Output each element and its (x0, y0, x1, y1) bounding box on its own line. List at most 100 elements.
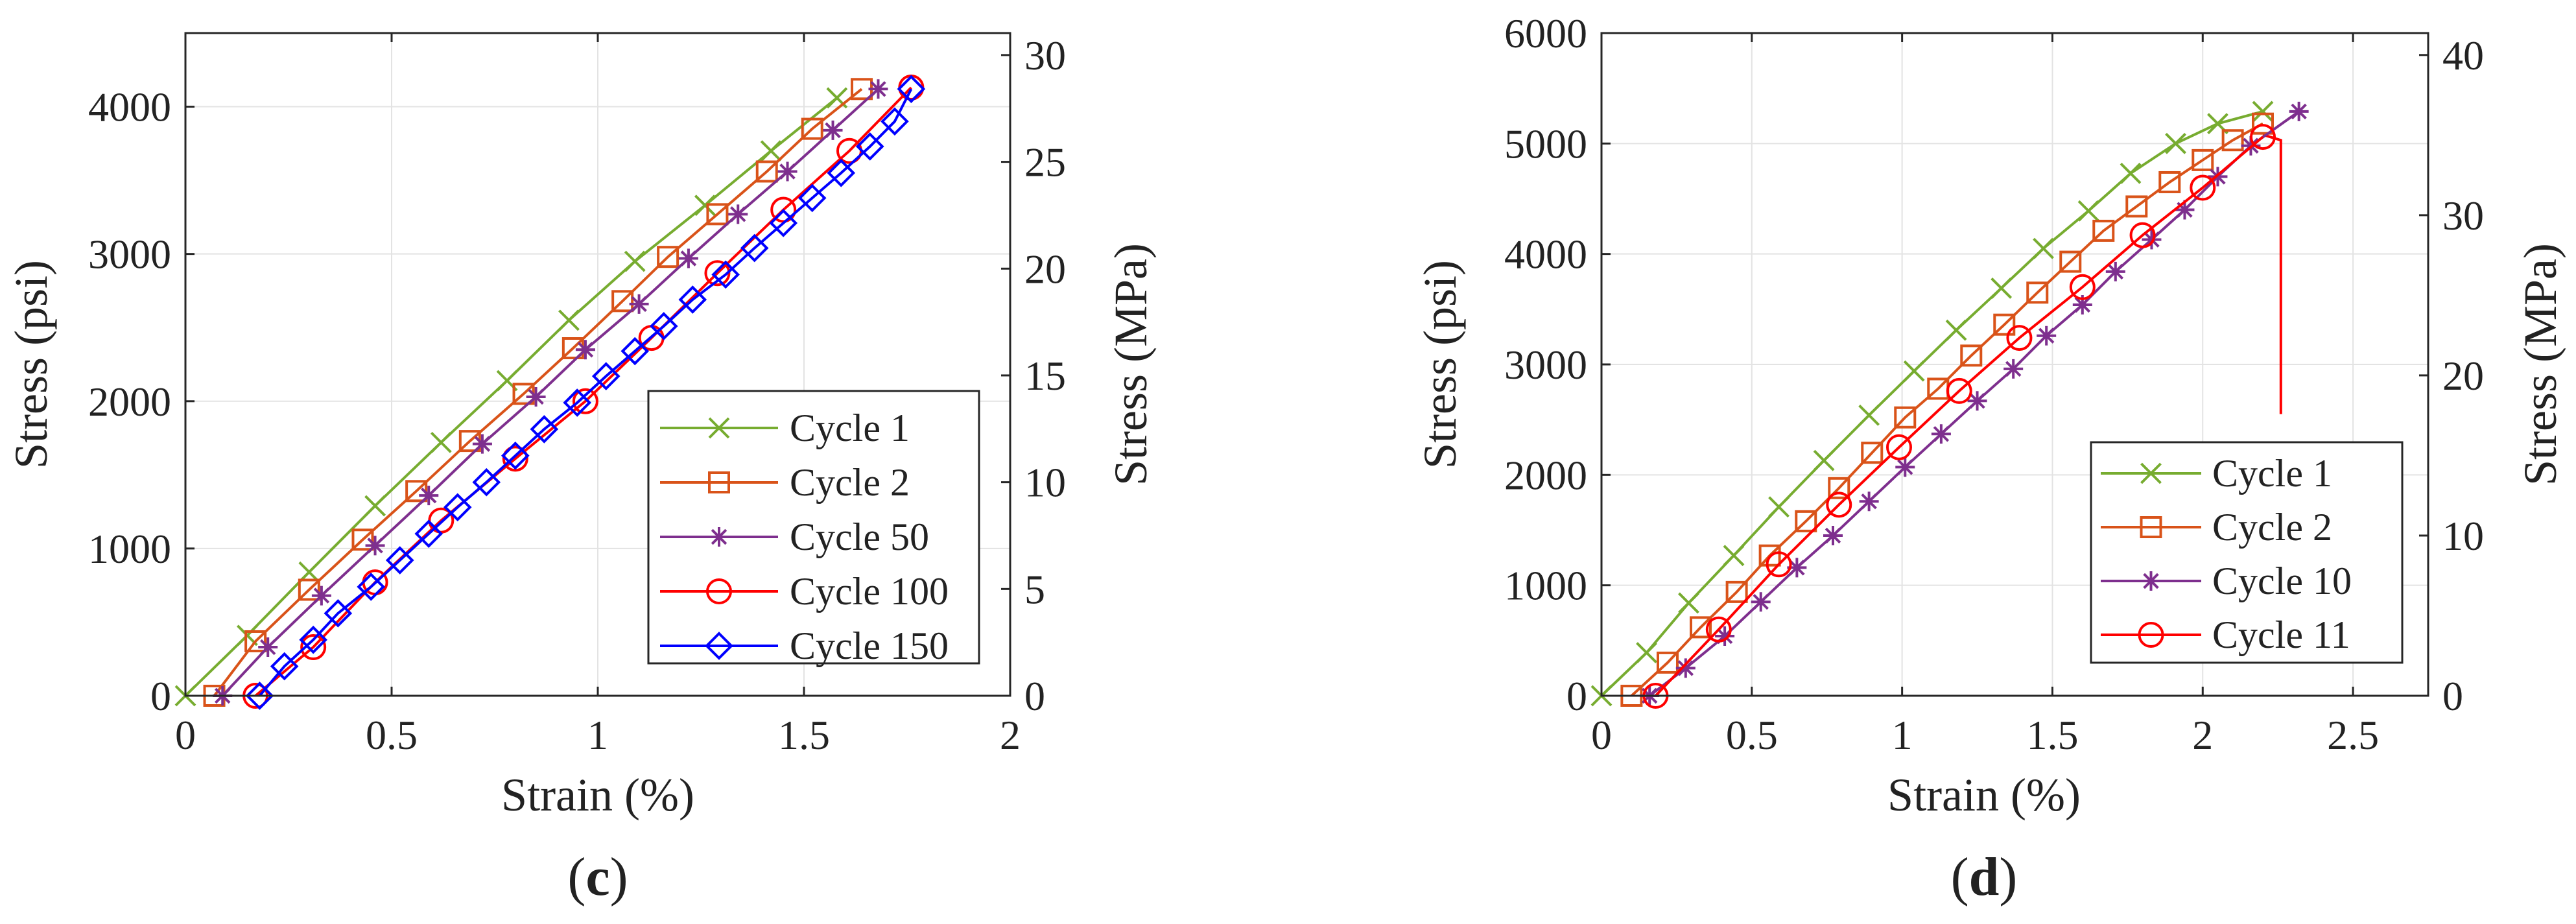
data-point-cycle-10 (1787, 558, 1807, 578)
data-point-cycle-2 (1894, 406, 1917, 429)
data-point-cycle-10 (1751, 592, 1771, 612)
data-point-cycle-150 (711, 260, 740, 289)
data-point-cycle-50 (419, 486, 439, 506)
data-point-cycle-150 (530, 415, 559, 444)
data-point-cycle-1 (1813, 449, 1835, 471)
x-tick-label: 1 (1892, 712, 1913, 758)
data-point-cycle-2 (1725, 580, 1748, 603)
data-point-cycle-2 (2192, 148, 2214, 171)
series-cycle-150 (245, 75, 926, 710)
data-point-cycle-150 (649, 312, 678, 340)
y-right-tick-label: 5 (1024, 566, 1045, 612)
legend-entry-cycle-2: Cycle 2 (2101, 506, 2332, 549)
y-tick-label: 6000 (1504, 10, 1587, 56)
data-point-cycle-2 (611, 290, 634, 313)
data-point-cycle-2 (2092, 219, 2115, 242)
y-right-tick-label: 10 (1024, 460, 1066, 506)
data-point-cycle-2 (1795, 510, 1817, 532)
legend-label-cycle-2: Cycle 2 (790, 461, 910, 504)
legend-entry-cycle-100: Cycle 100 (660, 570, 949, 613)
legend-entry-cycle-50: Cycle 50 (660, 515, 929, 558)
legend-marker-cycle-11 (2138, 622, 2164, 648)
series-line-cycle-2 (1631, 122, 2263, 697)
legend-marker-cycle-150 (705, 632, 733, 660)
legend-entry-cycle-1: Cycle 1 (660, 407, 910, 449)
y-right-tick-label: 30 (1024, 32, 1066, 78)
data-point-cycle-11 (2250, 124, 2276, 150)
data-point-cycle-11 (1886, 434, 1912, 460)
y-tick-label: 0 (150, 673, 171, 719)
series-cycle-2 (1620, 112, 2274, 707)
data-point-cycle-50 (311, 586, 331, 606)
y-tick-label: 3000 (88, 231, 171, 278)
data-point-cycle-2 (2059, 250, 2082, 273)
x-tick-label: 1.5 (778, 712, 830, 758)
data-point-cycle-11 (1826, 492, 1852, 518)
data-point-cycle-1 (364, 495, 386, 517)
data-point-cycle-150 (385, 546, 414, 575)
data-point-cycle-10 (1675, 658, 1696, 678)
data-point-cycle-2 (298, 578, 320, 601)
data-point-cycle-2 (1993, 313, 2016, 336)
data-point-cycle-150 (897, 75, 926, 104)
data-point-cycle-50 (868, 79, 888, 99)
data-point-cycle-2 (1828, 477, 1850, 499)
y-right-tick-label: 40 (2442, 32, 2484, 78)
y-tick-label: 3000 (1504, 342, 1587, 388)
y-axis-right-label-c: Stress (MPa) (1105, 243, 1157, 486)
data-point-cycle-10 (1967, 391, 1987, 411)
panel-letter-d: d (1969, 847, 2000, 907)
data-point-cycle-50 (365, 536, 385, 556)
data-point-cycle-1 (298, 561, 320, 583)
data-point-cycle-1 (1636, 642, 1657, 663)
y-axis-right-label-d: Stress (MPa) (2514, 243, 2566, 486)
data-point-cycle-2 (1960, 344, 1983, 367)
y-right-tick-label: 0 (2442, 673, 2463, 719)
legend-d: Cycle 1 Cycle 2 Cycle 10 Cycle 11 (2090, 441, 2404, 664)
series-cycle-11 (1642, 124, 2276, 709)
data-point-cycle-10 (1931, 424, 1951, 444)
panel-label-c: (c) (567, 847, 628, 907)
data-point-cycle-1 (694, 195, 716, 217)
data-point-cycle-10 (2289, 101, 2309, 121)
y-tick-label: 2000 (88, 379, 171, 425)
x-tick-label: 2 (1000, 712, 1021, 758)
series-line-cycle-150 (258, 88, 913, 697)
y-right-tick-label: 20 (1024, 246, 1066, 292)
y-right-tick-label: 30 (2442, 193, 2484, 239)
legend-label-cycle-11: Cycle 11 (2212, 613, 2350, 656)
data-point-cycle-150 (357, 573, 386, 601)
data-point-cycle-1 (2252, 101, 2274, 123)
legend-marker-cycle-10 (2141, 571, 2161, 591)
x-tick-label: 1 (587, 712, 608, 758)
legend-c: Cycle 1 Cycle 2 Cycle 50 Cycle 100 Cycle 150 (647, 390, 980, 667)
y-right-tick-label: 10 (2442, 513, 2484, 559)
chart-panel-d: 0 0.5 1 1.5 2 2.5 0 1000 2000 3000 4000 5000 6000 0 10… (1414, 10, 2566, 907)
data-point-cycle-2 (2125, 195, 2148, 218)
data-point-cycle-150 (678, 285, 707, 314)
data-point-cycle-10 (1715, 626, 1735, 646)
data-point-cycle-150 (299, 625, 327, 654)
data-point-cycle-2 (244, 630, 267, 652)
data-point-cycle-11 (2006, 325, 2033, 351)
legend-label-cycle-1: Cycle 1 (2212, 452, 2332, 495)
legend-marker-cycle-2 (708, 471, 730, 493)
x-tick-label: 0.5 (366, 712, 418, 758)
data-point-cycle-2 (706, 203, 729, 226)
data-point-cycle-1 (1723, 545, 1745, 567)
legend-box-c (647, 390, 980, 665)
data-point-cycle-50 (575, 340, 595, 360)
data-point-cycle-50 (526, 386, 546, 407)
data-point-cycle-1 (2033, 237, 2054, 259)
y-axis-label-d: Stress (psi) (1414, 260, 1466, 469)
x-tick-label: 0 (1591, 712, 1612, 758)
data-point-cycle-2 (2252, 112, 2274, 135)
legend-label-cycle-100: Cycle 100 (790, 570, 949, 613)
data-point-cycle-1 (1991, 278, 2013, 299)
y-right-tick-label: 0 (1024, 673, 1045, 719)
data-point-cycle-2 (2026, 281, 2049, 304)
legend-label-cycle-150: Cycle 150 (790, 624, 949, 667)
